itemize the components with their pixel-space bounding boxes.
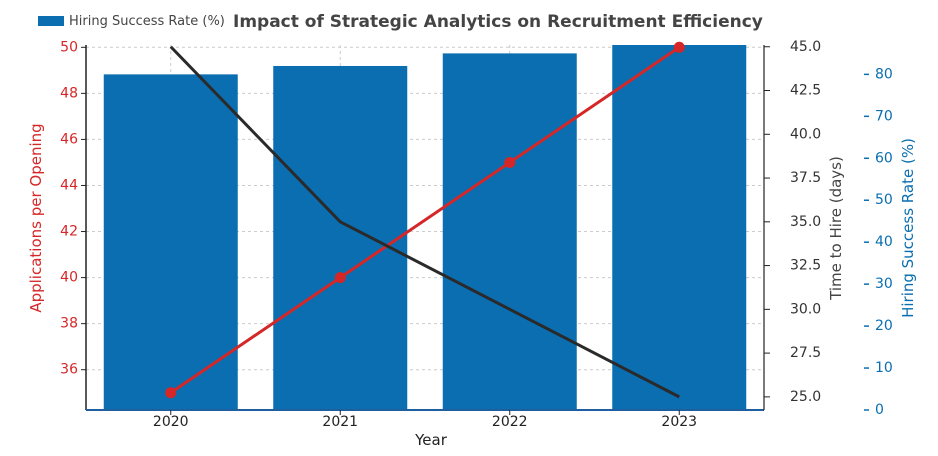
left-axis-tick-label: 40: [60, 270, 78, 286]
line-series: [165, 41, 685, 399]
chart-title: Impact of Strategic Analytics on Recruit…: [233, 12, 763, 32]
right-outer-axis-tick-label: 20: [875, 318, 893, 334]
right-outer-axis-tick-label: 70: [875, 108, 893, 124]
right-inner-axis-tick-label: 37.5: [790, 170, 821, 186]
right-inner-axis-tick-label: 32.5: [790, 258, 821, 274]
right-inner-axis-tick-label: 42.5: [790, 83, 821, 99]
applications-line: [169, 46, 681, 394]
axes: 36 38 40 42 44 46 48 50 25.0 27.5 30.0 32.5 35.0 37.5…: [60, 39, 893, 430]
left-axis-tick-label: 50: [60, 39, 78, 55]
right-inner-axis-tick-label: 30.0: [790, 301, 821, 317]
legend-label-hiring-success-rate: Hiring Success Rate (%): [69, 14, 225, 29]
right-outer-axis-tick-label: 30: [875, 276, 893, 292]
right-inner-axis-tick-label: 27.5: [790, 345, 821, 361]
bar: [103, 74, 238, 411]
left-axis-tick-label: 48: [60, 85, 78, 101]
bar: [612, 45, 747, 410]
left-axis-tick-label: 46: [60, 131, 78, 147]
right-inner-axis-tick-label: 45.0: [790, 39, 821, 55]
left-axis-tick-label: 42: [60, 224, 78, 240]
data-point: [504, 156, 516, 168]
right-inner-axis-tick-label: 35.0: [790, 214, 821, 230]
bar-series: [103, 45, 747, 411]
time-to-hire-line: [169, 45, 680, 399]
left-axis-tick-label: 38: [60, 316, 78, 332]
x-axis-tick-label: 2023: [661, 414, 697, 430]
x-axis-tick-label: 2022: [492, 414, 528, 430]
right-inner-axis-tick-label: 40.0: [790, 126, 821, 142]
left-axis-tick-label: 36: [60, 362, 78, 378]
x-axis-title: Year: [414, 431, 448, 449]
data-point: [673, 41, 685, 53]
legend-swatch-hiring-success-rate: [38, 16, 64, 26]
right-outer-axis-tick-label: 10: [875, 360, 893, 376]
data-point: [165, 387, 177, 399]
x-axis-tick-label: 2020: [153, 414, 189, 430]
right-outer-axis-tick-label: 40: [875, 234, 893, 250]
right-outer-axis-tick-label: 80: [875, 66, 893, 82]
left-axis-tick-label: 44: [60, 177, 78, 193]
bar: [273, 65, 408, 410]
x-axis-tick-label: 2021: [322, 414, 358, 430]
right-outer-axis-tick-label: 0: [875, 402, 884, 418]
bar: [442, 53, 577, 410]
right-outer-axis-tick-label: 50: [875, 192, 893, 208]
data-point: [334, 272, 346, 284]
right-outer-axis-tick-label: 60: [875, 150, 893, 166]
right-inner-axis-title: Time to Hire (days): [827, 156, 845, 301]
left-axis-title: Applications per Opening: [27, 123, 45, 312]
right-outer-axis-title: Hiring Success Rate (%): [899, 138, 917, 318]
right-inner-axis-tick-label: 25.0: [790, 389, 821, 405]
